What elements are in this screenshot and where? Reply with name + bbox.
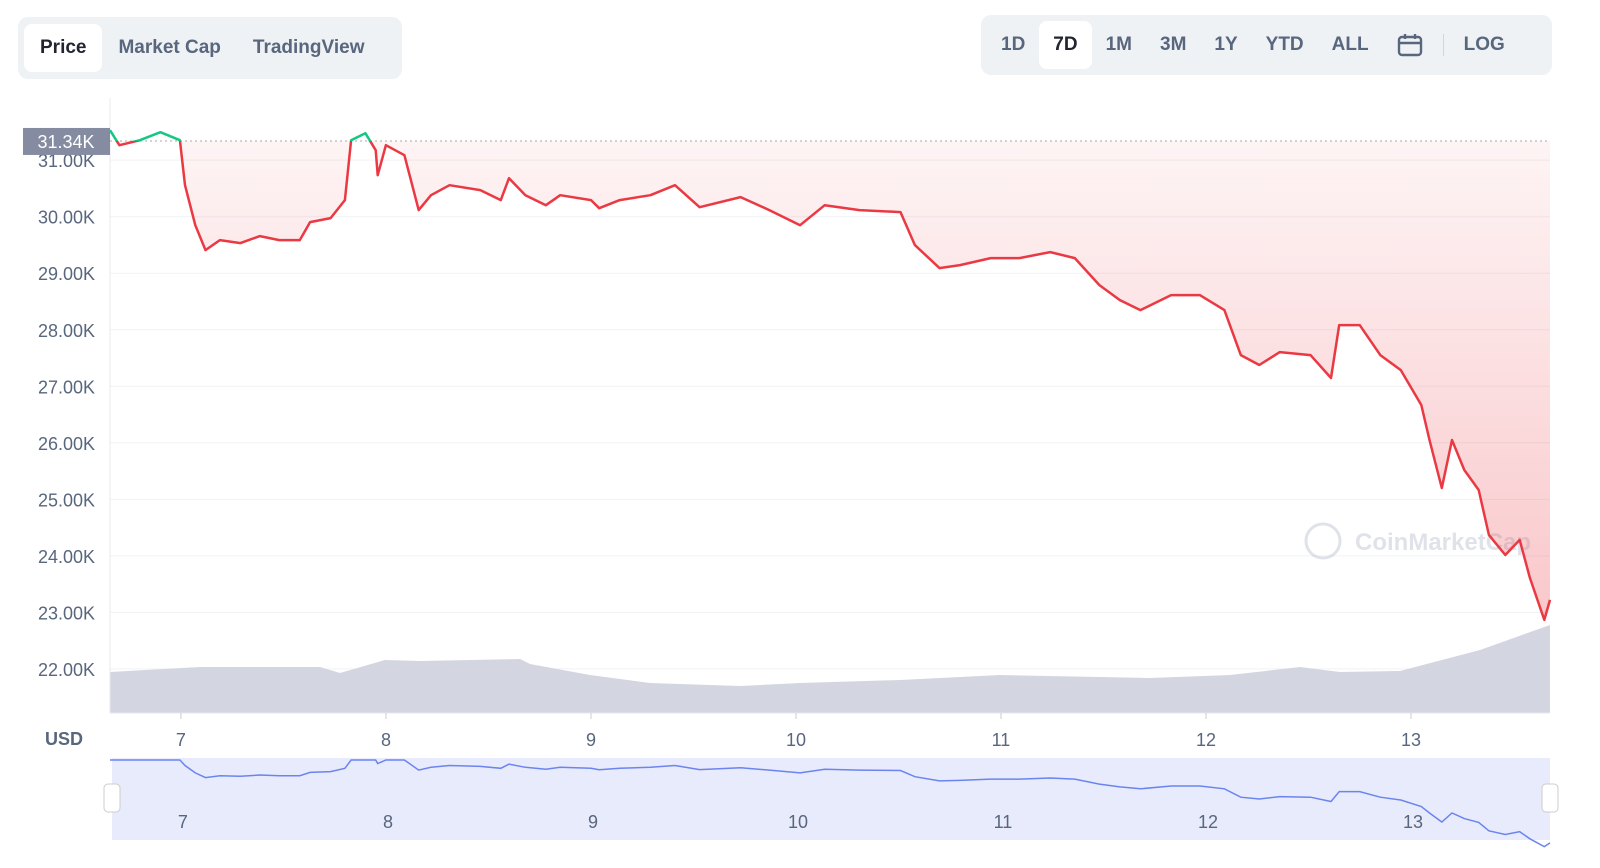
range-button[interactable]: YTD: [1265, 34, 1304, 55]
navigator-label: 9: [588, 812, 598, 832]
y-tick-label: 22.00K: [38, 660, 95, 680]
x-tick-label: 12: [1196, 730, 1216, 750]
x-tick-label: 8: [381, 730, 391, 750]
separator: [1442, 34, 1444, 56]
navigator-label: 8: [383, 812, 393, 832]
navigator-handle[interactable]: [1541, 783, 1559, 813]
y-tick-label: 28.00K: [38, 321, 95, 341]
range-button[interactable]: 7D: [1039, 21, 1092, 69]
navigator-background: [112, 758, 1550, 840]
currency-label: USD: [45, 729, 83, 749]
range-button[interactable]: 1Y: [1214, 34, 1238, 55]
y-tick-label: 24.00K: [38, 547, 95, 567]
y-tick-label: 29.00K: [38, 264, 95, 284]
x-tick-label: 9: [586, 730, 596, 750]
range-button[interactable]: 1D: [1001, 34, 1026, 55]
reference-label: 31.34K: [37, 132, 94, 152]
y-tick-label: 26.00K: [38, 434, 95, 454]
x-tick-label: 7: [176, 730, 186, 750]
range-button[interactable]: ALL: [1331, 34, 1369, 55]
calendar-icon: [1397, 34, 1422, 57]
y-tick-label: 30.00K: [38, 208, 95, 228]
watermark-text: CoinMarketCap: [1355, 529, 1531, 556]
volume-area: [110, 625, 1550, 713]
x-tick-label: 11: [992, 730, 1011, 750]
watermark: CoinMarketCap: [1304, 522, 1531, 560]
tab[interactable]: Market Cap: [118, 37, 221, 58]
range-button[interactable]: 1M: [1105, 34, 1132, 55]
navigator-label: 10: [788, 812, 808, 832]
navigator-label: 13: [1403, 812, 1423, 832]
chart-tabs: Price Market Cap TradingView: [18, 17, 402, 79]
reference-label-box: [23, 127, 110, 155]
area: [110, 140, 1550, 620]
navigator-line: [110, 759, 1551, 848]
x-tick-label: 13: [1401, 730, 1421, 750]
y-tick-label: 25.00K: [38, 490, 95, 510]
price-line: [108, 129, 1552, 622]
calendar-button[interactable]: [1383, 21, 1437, 69]
y-tick-label: 27.00K: [38, 377, 95, 397]
tab[interactable]: Price: [24, 24, 103, 72]
y-tick-label: 23.00K: [38, 603, 95, 623]
y-tick-label: 31.00K: [38, 151, 95, 171]
navigator-label: 7: [178, 812, 188, 832]
range-button[interactable]: 3M: [1160, 34, 1187, 55]
navigator-label: 12: [1198, 812, 1218, 832]
log-button[interactable]: LOG: [1463, 34, 1505, 55]
navigator-label: 11: [994, 812, 1013, 832]
watermark-logo: [1304, 522, 1342, 560]
x-tick-label: 10: [786, 730, 806, 750]
range-selector: 1D 7D 1M 3M 1Y YTD ALL LOG: [981, 15, 1552, 75]
tab[interactable]: TradingView: [252, 37, 365, 58]
navigator-handle[interactable]: [103, 783, 121, 813]
